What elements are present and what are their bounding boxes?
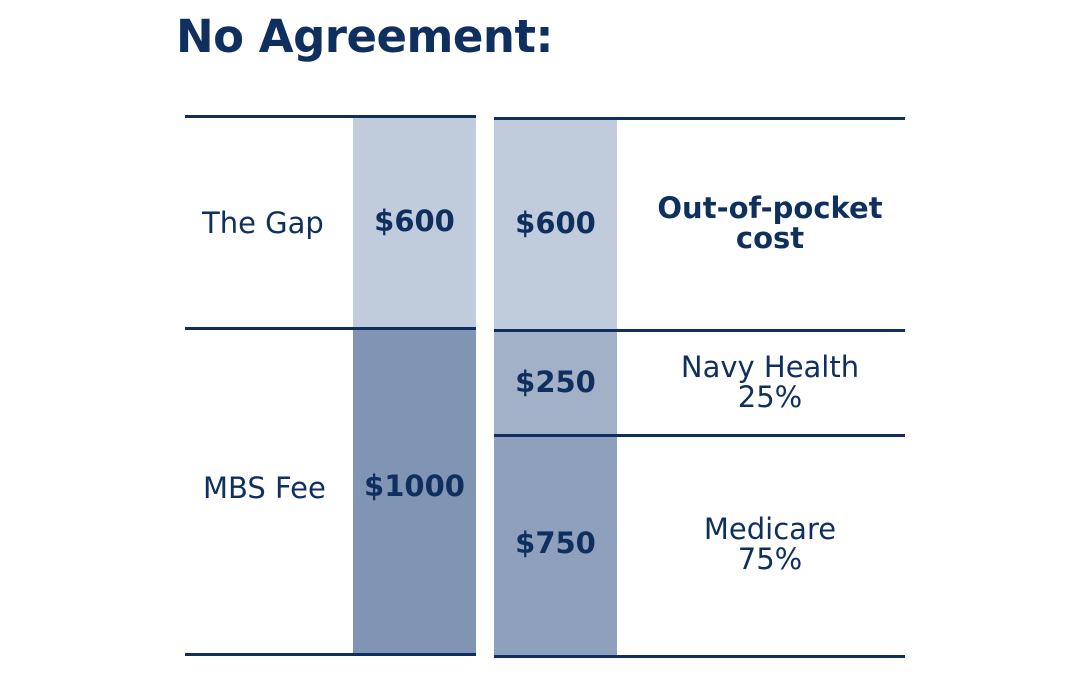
medicare-amount: $750 <box>515 526 596 560</box>
out-of-pocket-description: Out-of-pocket cost <box>630 193 910 253</box>
navy-health-line1: Navy Health <box>680 350 860 384</box>
mbs-fee-bar <box>353 329 476 655</box>
out-of-pocket-line2: cost <box>735 221 805 255</box>
medicare-line2: 75% <box>737 542 803 576</box>
navy-health-bar <box>494 331 617 435</box>
navy-health-amount: $250 <box>515 365 596 399</box>
out-of-pocket-amount: $600 <box>515 206 596 240</box>
gap-bar <box>353 117 476 329</box>
navy-health-line2: 25% <box>737 380 803 414</box>
right-middle-divider <box>494 329 905 332</box>
navy-health-description: Navy Health 25% <box>630 352 910 412</box>
out-of-pocket-bar <box>494 117 617 331</box>
right-top-divider <box>494 117 905 120</box>
right-lower-divider <box>494 434 905 437</box>
left-middle-divider <box>185 327 476 330</box>
gap-amount: $600 <box>374 204 455 238</box>
out-of-pocket-line1: Out-of-pocket <box>657 191 883 225</box>
medicare-line1: Medicare <box>703 512 837 546</box>
left-bottom-divider <box>185 653 476 656</box>
gap-label: The Gap <box>202 206 324 240</box>
medicare-description: Medicare 75% <box>630 514 910 574</box>
mbs-fee-amount: $1000 <box>364 469 465 503</box>
medicare-bar <box>494 435 617 655</box>
page-title: No Agreement: <box>176 10 553 63</box>
left-top-divider <box>185 115 476 118</box>
mbs-fee-label: MBS Fee <box>203 471 326 505</box>
right-bottom-divider <box>494 655 905 658</box>
